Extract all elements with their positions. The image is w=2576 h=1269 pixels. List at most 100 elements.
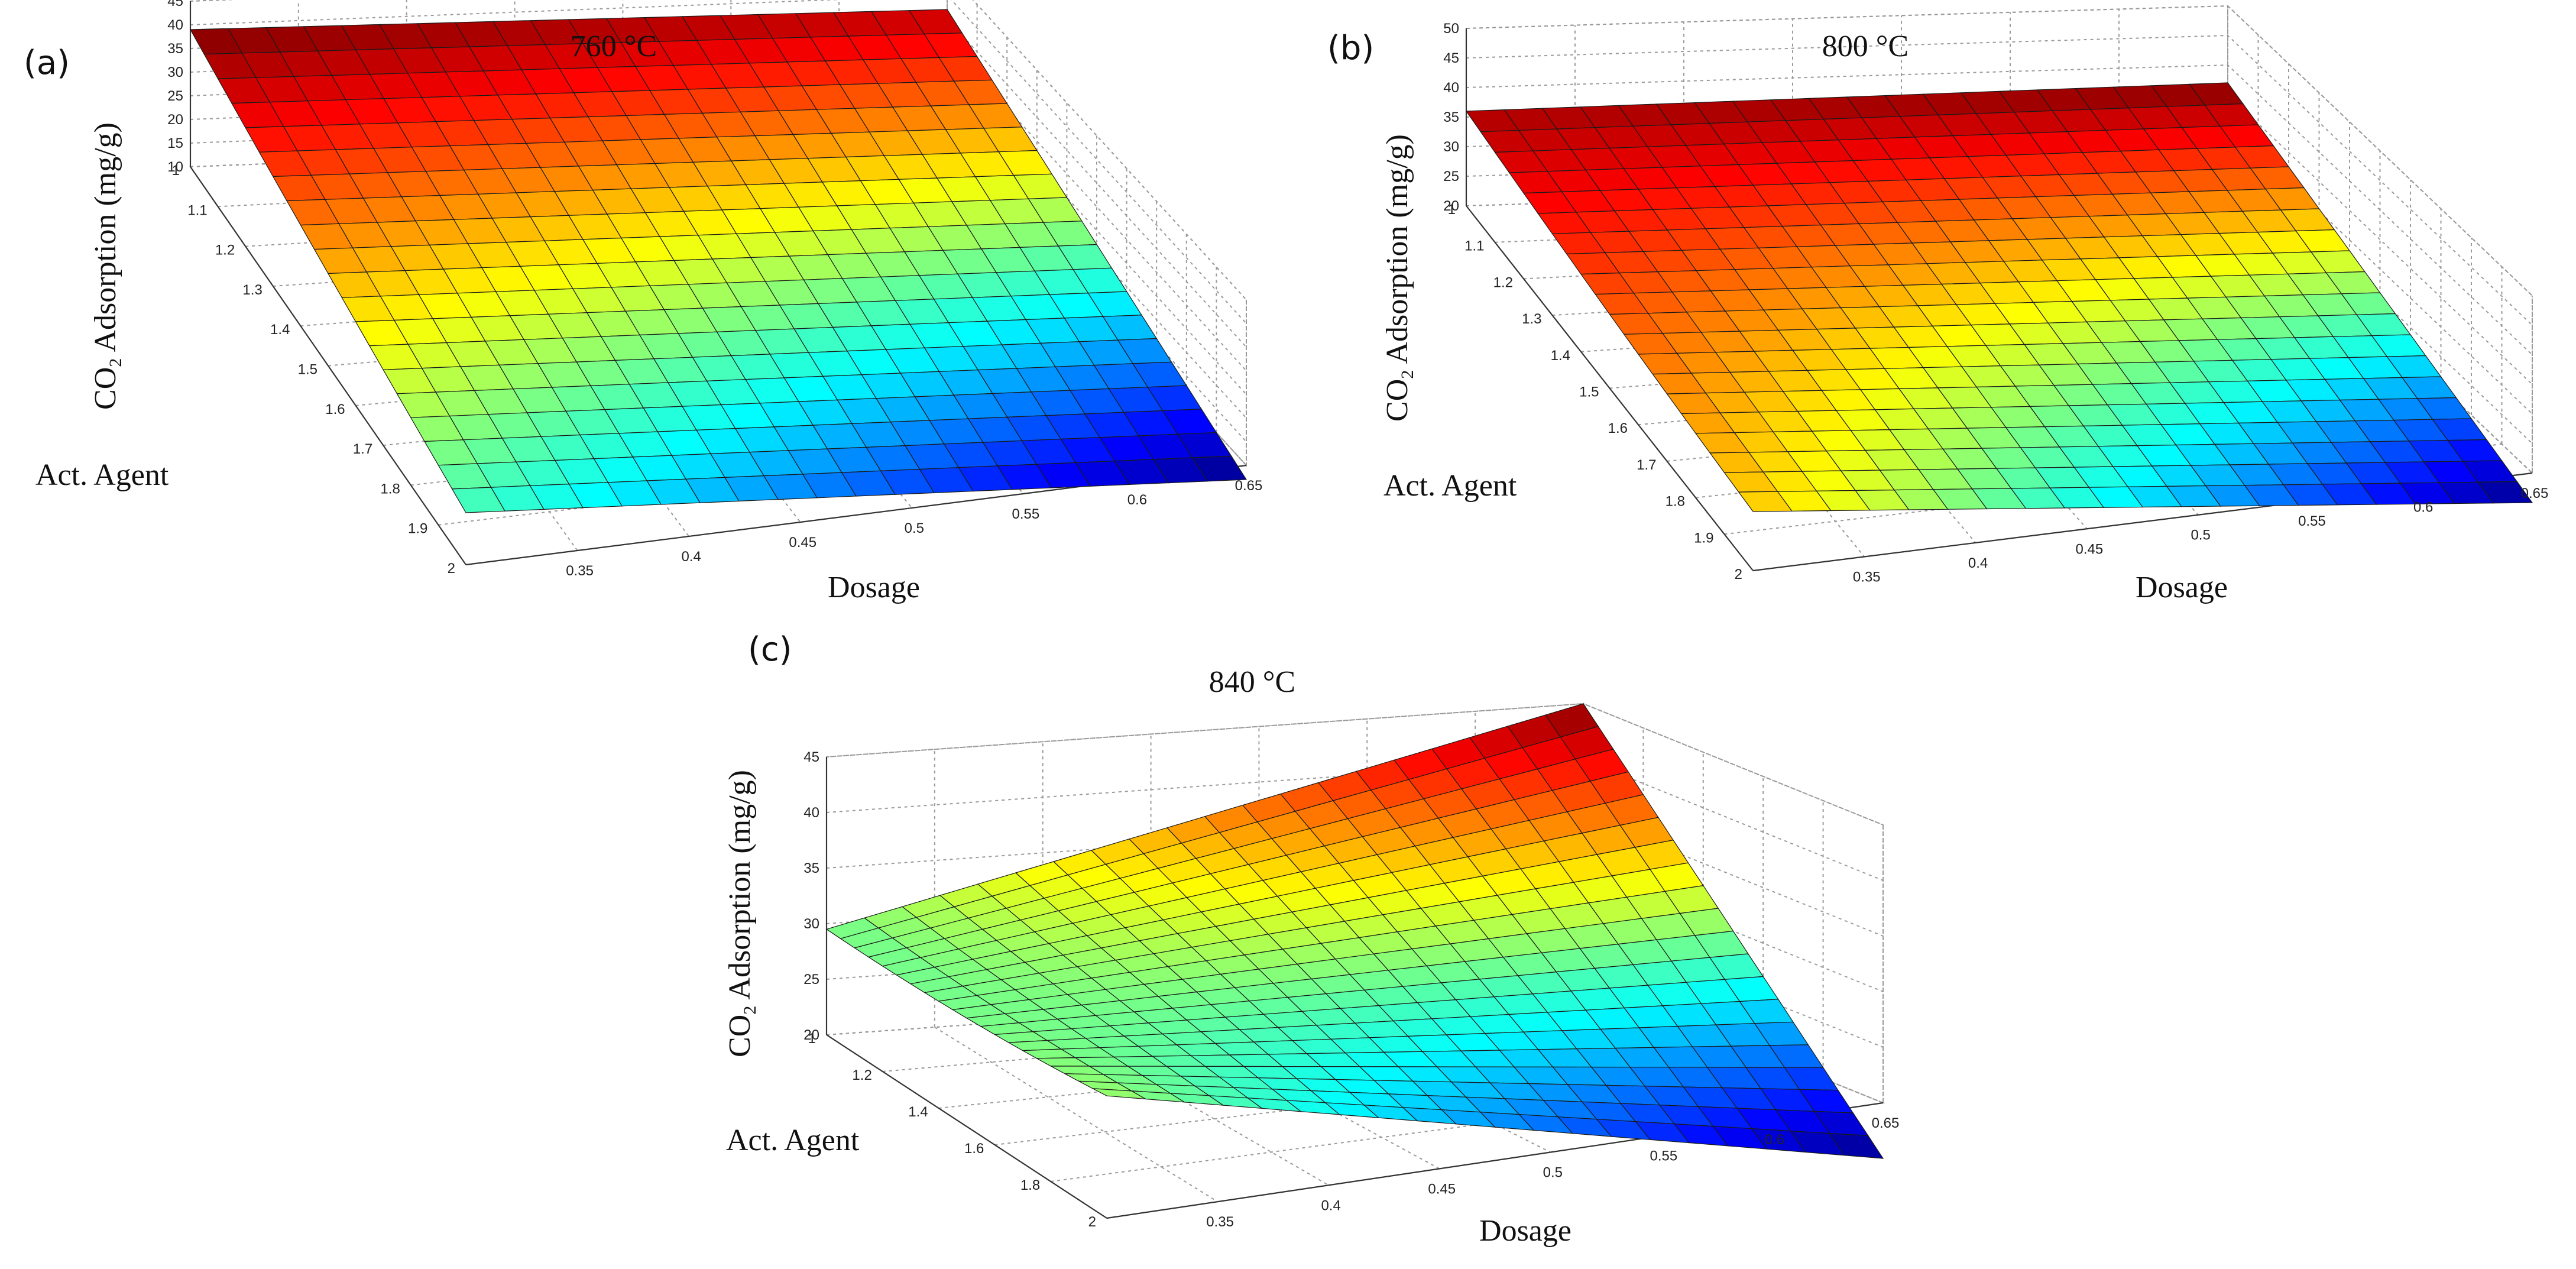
y-tick-label: 1.2 bbox=[1493, 274, 1513, 290]
chart-panel-1: 10 15 20 25 30 35 40 45 1 1.1 1.2 1.3 1.4 1.5 1.6 1.7 1.… bbox=[24, 0, 1262, 604]
x-axis-label: Dosage bbox=[828, 571, 920, 604]
x-tick-label: 0.35 bbox=[1206, 1214, 1234, 1230]
z-tick-label: 20 bbox=[803, 1027, 819, 1043]
x-tick-label: 0.55 bbox=[2298, 513, 2326, 529]
z-label-main: CO bbox=[723, 1015, 757, 1057]
z-label-subscript: 2 bbox=[1398, 370, 1417, 379]
y-tick-label: 1.1 bbox=[187, 202, 207, 218]
x-tick-label: 0.35 bbox=[566, 563, 594, 579]
y-axis-line bbox=[1466, 205, 1754, 571]
x-axis-label: Dosage bbox=[2136, 571, 2228, 604]
y-tick-label: 1.8 bbox=[1020, 1177, 1040, 1193]
x-tick-label: 0.45 bbox=[1428, 1181, 1456, 1197]
z-tick-label: 35 bbox=[167, 41, 183, 57]
x-tick-label: 0.5 bbox=[2191, 527, 2210, 543]
y-tick-label: 1.5 bbox=[1579, 384, 1599, 400]
x-tick-label: 0.55 bbox=[1012, 506, 1039, 522]
z-tick-label: 45 bbox=[1443, 50, 1459, 66]
z-tick-label: 45 bbox=[803, 749, 819, 765]
z-axis-label: CO2 Adsorption (mg/g) bbox=[89, 122, 125, 410]
z-tick-label: 15 bbox=[167, 135, 183, 151]
y-axis-label: Act. Agent bbox=[1383, 469, 1517, 503]
y-tick-label: 1.1 bbox=[1464, 238, 1484, 254]
z-tick-label: 30 bbox=[1443, 139, 1459, 155]
chart-title: 800 °C bbox=[1822, 30, 1908, 63]
x-tick-label: 0.6 bbox=[2413, 500, 2433, 516]
z-tick-label: 20 bbox=[167, 112, 183, 128]
y-tick-label: 1.4 bbox=[270, 322, 290, 338]
y-axis-label: Act. Agent bbox=[726, 1124, 860, 1157]
panel-letter: (c) bbox=[748, 630, 792, 669]
x-tick-label: 0.65 bbox=[2521, 485, 2549, 501]
surface-mesh bbox=[1465, 82, 2533, 512]
panel-letter: (b) bbox=[1327, 29, 1374, 67]
y-axis-line bbox=[826, 1034, 1107, 1219]
y-tick-label: 2 bbox=[1735, 566, 1742, 582]
z-gridline bbox=[1466, 34, 2533, 326]
surface-cell bbox=[1828, 1132, 1884, 1159]
y-tick-label: 1.4 bbox=[1551, 348, 1570, 364]
x-tick-label: 0.45 bbox=[2075, 541, 2103, 557]
y-tick-label: 1.3 bbox=[242, 282, 262, 298]
y-tick-label: 1.9 bbox=[408, 521, 427, 537]
y-tick-label: 1 bbox=[808, 1031, 816, 1047]
y-tick-label: 2 bbox=[448, 561, 455, 577]
chart-panel-3: 20 25 30 35 40 45 1 1.2 1.4 1.6 1.8 2 0.35 0.4 0.45 0.5… bbox=[723, 630, 1899, 1248]
y-tick-label: 1.7 bbox=[353, 441, 372, 457]
y-axis-label: Act. Agent bbox=[35, 458, 169, 492]
chart-title: 840 °C bbox=[1209, 665, 1295, 699]
x-tick-label: 0.55 bbox=[1650, 1148, 1677, 1164]
y-tick-label: 1 bbox=[1448, 202, 1456, 218]
z-label-subscript: 2 bbox=[106, 358, 125, 367]
y-tick-label: 1.8 bbox=[1666, 494, 1685, 510]
y-tick-label: 1.3 bbox=[1522, 311, 1541, 327]
x-tick-label: 0.65 bbox=[1872, 1115, 1900, 1131]
y-tick-label: 1.8 bbox=[380, 481, 400, 497]
z-tick-label: 25 bbox=[1443, 169, 1459, 184]
x-tick-label: 0.65 bbox=[1235, 478, 1263, 494]
surface-cell bbox=[2477, 481, 2533, 504]
z-label-rest: Adsorption (mg/g) bbox=[1381, 134, 1414, 370]
y-tick-label: 2 bbox=[1088, 1214, 1096, 1230]
y-tick-label: 1.6 bbox=[964, 1141, 984, 1157]
chart-panel-2: 20 25 30 35 40 45 50 1 1.1 1.2 1.3 1.4 1.5 1.6 1.7 1.8 1… bbox=[1327, 4, 2549, 604]
z-tick-label: 40 bbox=[803, 805, 819, 821]
z-tick-label: 50 bbox=[1443, 21, 1459, 37]
x-tick-label: 0.35 bbox=[1853, 569, 1881, 585]
chart-title: 760 °C bbox=[571, 30, 657, 63]
z-tick-label: 40 bbox=[167, 17, 183, 33]
z-tick-label: 10 bbox=[167, 159, 183, 175]
panel-letter: (a) bbox=[24, 44, 70, 82]
z-tick-label: 35 bbox=[1443, 109, 1459, 125]
x-tick-label: 0.6 bbox=[1765, 1132, 1784, 1148]
z-label-rest: Adsorption (mg/g) bbox=[89, 122, 122, 358]
y-tick-label: 1.2 bbox=[852, 1067, 871, 1083]
x-tick-label: 0.4 bbox=[1321, 1197, 1340, 1213]
x-tick-label: 0.5 bbox=[1543, 1165, 1563, 1181]
z-tick-label: 45 bbox=[167, 0, 183, 9]
x-tick-label: 0.6 bbox=[1127, 492, 1147, 508]
y-tick-label: 1.5 bbox=[298, 362, 317, 378]
z-tick-label: 35 bbox=[803, 860, 819, 876]
x-tick-label: 0.4 bbox=[681, 549, 701, 565]
surface-mesh bbox=[825, 703, 1884, 1159]
z-tick-label: 25 bbox=[803, 972, 819, 988]
y-tick-label: 1.6 bbox=[1608, 420, 1628, 436]
y-tick-label: 1.2 bbox=[215, 242, 235, 258]
z-tick-label: 30 bbox=[167, 64, 183, 80]
surface-cell bbox=[1191, 455, 1248, 482]
z-label-subscript: 2 bbox=[740, 1006, 760, 1015]
y-tick-label: 1.4 bbox=[908, 1104, 928, 1120]
z-tick-label: 30 bbox=[803, 916, 819, 932]
z-axis-label: CO2 Adsorption (mg/g) bbox=[1381, 134, 1417, 422]
x-axis-label: Dosage bbox=[1479, 1214, 1571, 1248]
x-tick-label: 0.5 bbox=[905, 520, 924, 536]
x-tick-label: 0.4 bbox=[1968, 555, 1988, 571]
z-tick-label: 40 bbox=[1443, 80, 1459, 96]
z-tick-label: 20 bbox=[1443, 198, 1459, 214]
x-tick-label: 0.45 bbox=[789, 535, 816, 551]
y-axis-line bbox=[190, 166, 466, 565]
z-tick-label: 25 bbox=[167, 88, 183, 104]
z-label-main: CO bbox=[89, 367, 122, 410]
